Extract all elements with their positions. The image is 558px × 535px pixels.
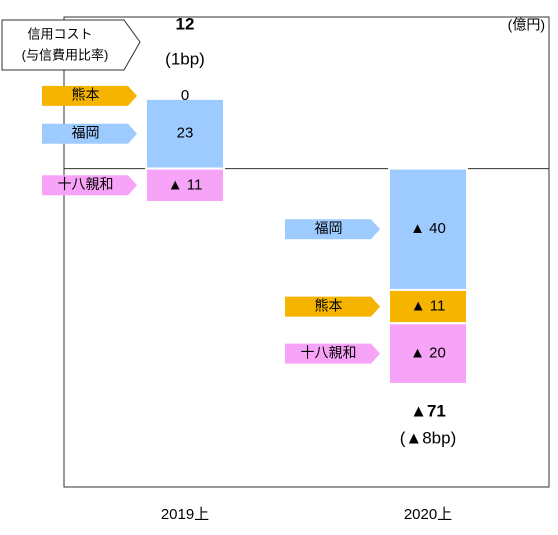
series-tag: [285, 296, 380, 317]
series-tag-label: 熊本: [72, 87, 100, 103]
series-tag: [285, 219, 380, 240]
plot-frame: [63, 16, 550, 488]
x-tick-label: 2020上: [404, 506, 452, 523]
bar-segment: [145, 97, 225, 170]
value-label: ▲ 11: [168, 176, 203, 193]
total-title: 信用コスト: [27, 26, 92, 41]
value-label: 23: [177, 125, 194, 142]
bar-segment: [388, 322, 468, 385]
x-tick-label: 2019上: [161, 506, 209, 523]
value-label: ▲ 11: [411, 298, 446, 315]
value-label: 0: [181, 87, 189, 104]
total-label: 12: [176, 14, 195, 33]
total-label: ▲71: [410, 401, 446, 420]
unit-label: (億円): [508, 17, 545, 33]
bar-segment: [388, 288, 468, 325]
series-tag-label: 熊本: [315, 297, 343, 313]
series-tag: [42, 85, 137, 106]
series-tag: [42, 175, 137, 196]
ratio-label: (1bp): [165, 49, 205, 68]
series-tag-label: 福岡: [315, 220, 343, 236]
series-tag: [42, 123, 137, 144]
ratio-label: (▲8bp): [400, 428, 457, 447]
value-label: ▲ 20: [410, 345, 446, 362]
callout-box: [1, 19, 141, 71]
value-label: ▲ 40: [410, 220, 446, 237]
bar-segment: [145, 167, 225, 203]
series-tag-label: 福岡: [72, 124, 100, 140]
ratio-title: (与信費用比率): [22, 47, 109, 62]
series-tag: [285, 343, 380, 364]
series-tag-label: 十八親和: [301, 344, 357, 360]
series-tag-label: 十八親和: [58, 176, 114, 192]
